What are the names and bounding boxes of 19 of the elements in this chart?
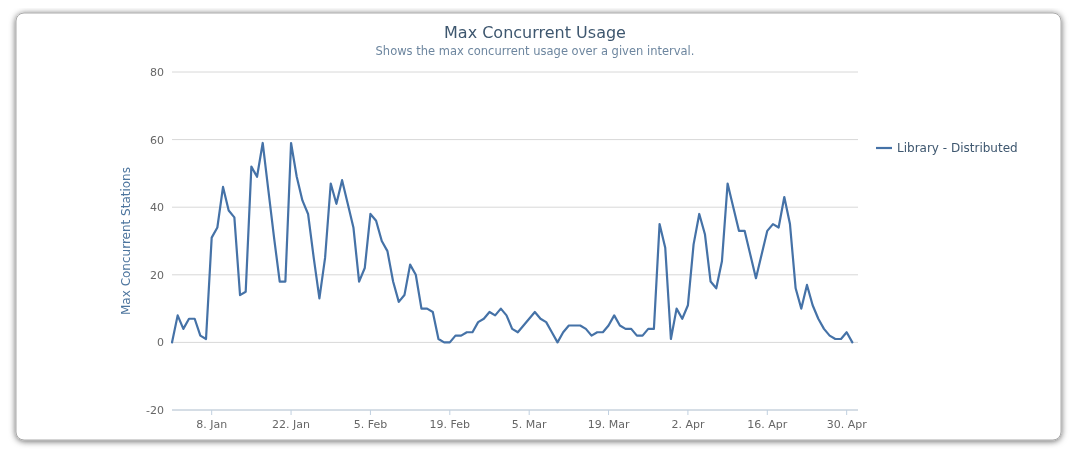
y-tick-label: 20 xyxy=(150,268,164,282)
x-tick-label: 30. Apr xyxy=(826,418,868,431)
x-tick-label: 5. Feb xyxy=(353,418,388,431)
y-tick-label: 40 xyxy=(150,201,164,215)
y-tick-label: 0 xyxy=(157,336,164,350)
y-axis-title: Max Concurrent Stations xyxy=(119,167,133,315)
x-tick-label: 16. Apr xyxy=(747,418,788,431)
x-tick-label: 8. Jan xyxy=(196,418,228,431)
chart-subtitle: Shows the max concurrent usage over a given interval. xyxy=(375,44,695,58)
x-tick-label: 22. Jan xyxy=(272,418,311,431)
y-tick-label: -20 xyxy=(146,404,164,417)
y-tick-label: 60 xyxy=(150,133,164,147)
x-tick-label: 5. Mar xyxy=(511,418,548,431)
x-tick-label: 19. Feb xyxy=(429,418,471,431)
x-tick-label: 2. Apr xyxy=(671,418,705,431)
legend-label: Library - Distributed xyxy=(897,141,1018,155)
y-tick-label: 80 xyxy=(150,66,164,79)
chart-title: Max Concurrent Usage xyxy=(444,23,626,42)
x-tick-label: 19. Mar xyxy=(587,418,630,431)
